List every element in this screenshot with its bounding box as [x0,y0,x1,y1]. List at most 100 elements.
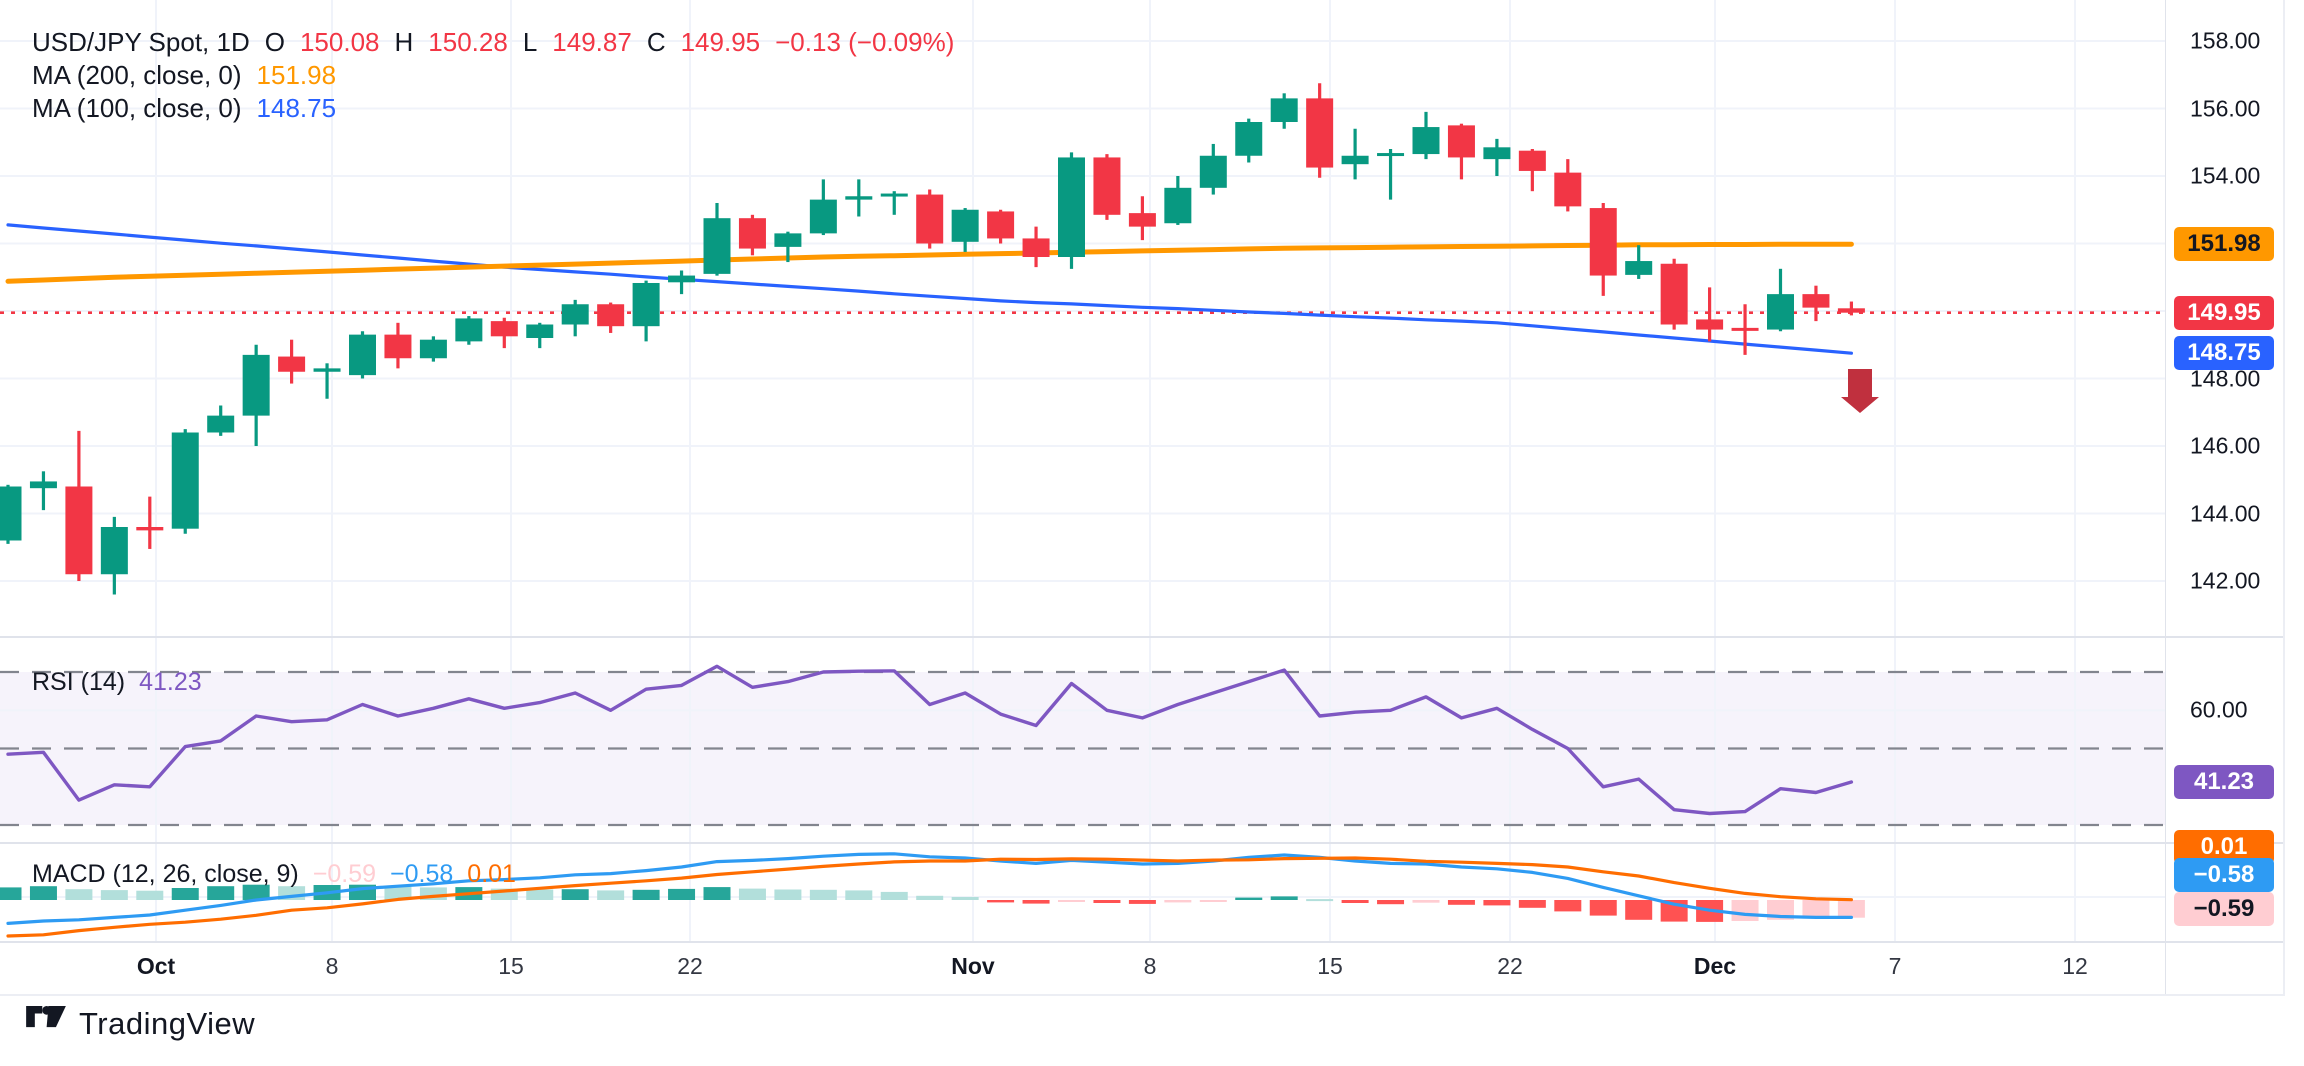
tradingview-logo[interactable]: TradingView [26,1006,255,1042]
candle-down[interactable] [916,189,944,249]
candle-down[interactable] [1093,154,1121,220]
candle-up[interactable] [313,363,341,399]
candle-up[interactable] [349,331,376,379]
macd-pane[interactable] [0,843,2165,941]
macd-histogram-bar [1554,900,1582,912]
time-tick-15[interactable]: 15 [498,953,524,979]
price-axis-border [2165,0,2166,995]
candle-up[interactable] [1270,93,1298,129]
candle-down[interactable] [65,430,93,581]
candle-up[interactable] [207,405,235,436]
candle-down[interactable] [1731,304,1759,355]
pane-divider[interactable] [0,842,2284,844]
macd-histogram-bar [1447,900,1475,905]
candle-body [419,339,447,359]
candle-up[interactable] [668,270,696,295]
time-tick-7[interactable]: 7 [1888,953,1902,979]
candle-up[interactable] [845,179,873,217]
candle-down[interactable] [1447,123,1475,180]
macd-hist-badge[interactable]: −0.59 [2174,892,2274,926]
candle-down[interactable] [597,302,625,333]
candle-down[interactable] [490,317,518,349]
candle-up[interactable] [880,191,908,215]
candle-up[interactable] [171,429,199,534]
macd-legend-row[interactable]: MACD (12, 26, close, 9) −0.59 −0.58 0.01 [32,860,530,889]
candle-down[interactable] [1696,287,1724,342]
ma200-legend-row[interactable]: MA (200, close, 0) 151.98 [32,59,969,92]
time-tick-oct[interactable]: Oct [136,953,176,979]
macd-label: MACD (12, 26, close, 9) [32,860,299,888]
candle-up[interactable] [1341,128,1369,180]
change-value: −0.13 (−0.09%) [775,27,955,57]
annotation-layer[interactable] [1841,369,1879,413]
candle-up[interactable] [1625,245,1653,279]
time-axis[interactable]: Oct 8 15 22 Nov 8 15 22 Dec 7 12 [0,943,2165,995]
candle-down[interactable] [1128,196,1156,241]
time-tick-15[interactable]: 15 [1317,953,1343,979]
candle-down[interactable] [278,339,306,384]
candle-up[interactable] [1199,143,1227,195]
candle-up[interactable] [242,344,270,446]
candle-up[interactable] [455,316,483,345]
candle-up[interactable] [632,280,660,342]
candle-up[interactable] [703,203,731,276]
candle-up[interactable] [809,179,837,236]
time-tick-dec[interactable]: Dec [1693,953,1737,979]
candle-up[interactable] [774,231,802,263]
candle-down[interactable] [1589,203,1617,296]
candle-body [1731,327,1759,331]
macd-histogram-bar [490,888,518,900]
last-price-badge[interactable]: 149.95 [2174,295,2274,330]
candle-down[interactable] [987,209,1015,244]
ohlc-close-value: 149.95 [680,27,761,57]
time-tick-12[interactable]: 12 [2062,953,2088,979]
candle-up[interactable] [526,322,554,349]
time-tick-22[interactable]: 22 [677,953,703,979]
candle-up[interactable] [419,336,447,362]
candle-down[interactable] [738,214,766,256]
candle-up[interactable] [1483,138,1511,176]
candle-up[interactable] [1767,268,1794,332]
candle-body [65,486,93,575]
ma100-price-badge[interactable]: 148.75 [2174,336,2274,371]
candle-up[interactable] [561,299,589,337]
candle-down[interactable] [384,322,412,369]
candle-down[interactable] [1306,83,1334,178]
candle-down[interactable] [1660,258,1688,330]
candle-up[interactable] [1377,149,1405,200]
candle-up[interactable] [0,484,22,544]
candle-up[interactable] [100,516,128,595]
candle-body [1518,150,1546,171]
candles-layer[interactable] [0,83,1865,595]
time-tick-8[interactable]: 8 [1143,953,1157,979]
rsi-value-badge[interactable]: 41.23 [2174,765,2274,800]
candle-down[interactable] [1802,285,1830,322]
rsi-legend-row[interactable]: RSI (14) 41.23 [32,668,216,697]
time-tick-22[interactable]: 22 [1497,953,1523,979]
candle-up[interactable] [1235,118,1263,163]
candle-up[interactable] [951,208,979,252]
candle-up[interactable] [1164,176,1192,225]
price-pane[interactable] [0,0,2165,637]
ma100-legend-row[interactable]: MA (100, close, 0) 148.75 [32,92,969,125]
time-tick-8[interactable]: 8 [325,953,339,979]
ma200-price-badge[interactable]: 151.98 [2174,227,2274,262]
macd-line-badge[interactable]: −0.58 [2174,858,2274,892]
rsi-line-layer[interactable] [6,664,1854,816]
candle-up[interactable] [1412,111,1440,160]
candle-down[interactable] [1022,226,1050,268]
pane-divider[interactable] [0,636,2284,638]
candle-down[interactable] [1554,159,1582,212]
candle-up[interactable] [1058,152,1085,269]
price-axis[interactable]: 158.00 156.00 154.00 148.00 146.00 144.00 142.… [2165,0,2304,995]
arrow-down-annotation[interactable] [1841,369,1879,413]
rsi-pane[interactable] [0,637,2165,843]
symbol-ohlc-row[interactable]: USD/JPY Spot, 1D O 150.08 H 150.28 L 149.87 C 14… [32,26,969,59]
candle-down[interactable] [1837,301,1865,316]
macd-histogram-bar [1306,899,1334,902]
candle-down[interactable] [1518,149,1546,192]
candle-up[interactable] [29,471,57,511]
candle-down[interactable] [136,496,164,549]
macd-histogram-layer[interactable] [0,884,1865,922]
time-tick-nov[interactable]: Nov [951,953,995,979]
